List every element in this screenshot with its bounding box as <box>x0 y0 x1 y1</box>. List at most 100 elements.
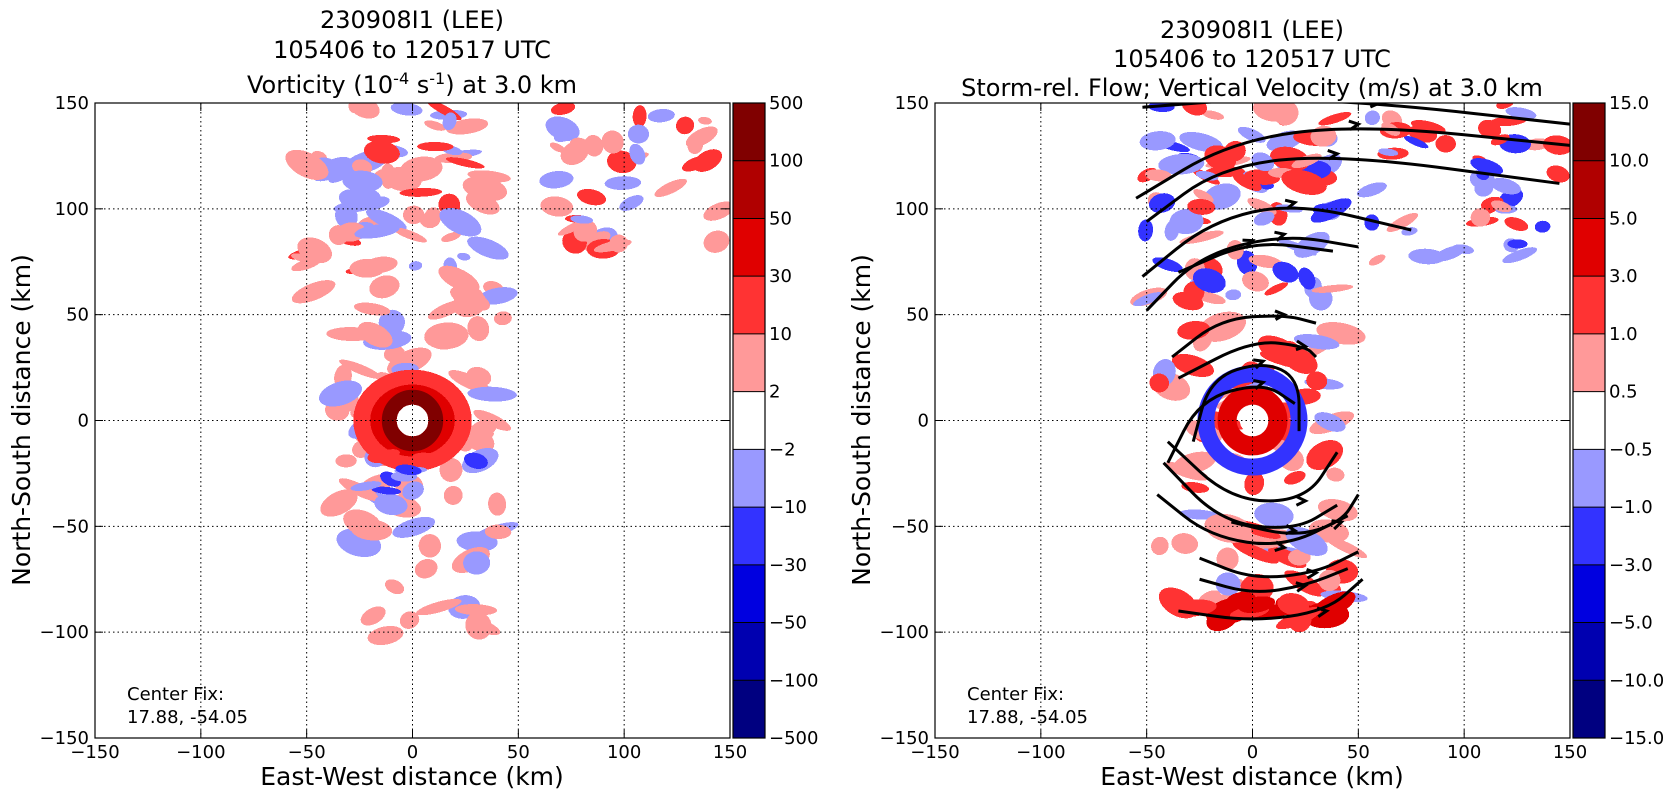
field-patch <box>443 485 463 505</box>
colorbar-tick-label: 0.5 <box>1609 382 1638 403</box>
field-patch <box>1171 353 1215 378</box>
field-patch <box>1504 217 1529 231</box>
colorbar-swatch <box>1573 276 1605 335</box>
vorticity-y-tick-label: 100 <box>55 199 89 220</box>
colorbar-tick-label: −50 <box>769 613 807 634</box>
colorbar-swatch <box>1573 622 1605 681</box>
colorbar-swatch <box>733 622 765 681</box>
field-patch <box>438 265 480 293</box>
field-ring <box>381 389 444 452</box>
field-patch <box>1546 165 1570 183</box>
vv-x-tick-label: 150 <box>1553 742 1587 763</box>
colorbar-swatch <box>1573 218 1605 277</box>
field-patch <box>454 604 498 616</box>
field-patch <box>441 231 461 243</box>
vv-y-tick-label: −100 <box>880 622 929 643</box>
field-patch <box>569 137 591 155</box>
field-patch <box>1277 593 1310 616</box>
field-patch <box>629 143 646 165</box>
vv-y-tick-label: −150 <box>880 728 929 749</box>
field-patch <box>1272 261 1299 283</box>
colorbar-tick-label: 2 <box>769 382 780 403</box>
field-patch <box>1133 292 1163 307</box>
field-patch <box>627 124 650 144</box>
field-patch <box>358 321 393 348</box>
colorbar-tick-label: −100 <box>769 670 818 691</box>
field-patch <box>1314 412 1346 432</box>
colorbar-tick-label: 10 <box>769 324 792 345</box>
colorbar-swatch <box>733 564 765 624</box>
field-patch <box>1368 254 1386 266</box>
field-patch <box>1164 220 1180 241</box>
vorticity-y-tick-label: 50 <box>66 305 89 326</box>
field-patch <box>1244 471 1265 496</box>
colorbar-tick-label: 1.0 <box>1609 324 1638 345</box>
field-patch <box>693 149 723 172</box>
field-patch <box>1148 193 1176 213</box>
streamline <box>1178 577 1364 621</box>
vv-x-tick-label: 100 <box>1447 742 1481 763</box>
field-patch <box>399 611 420 629</box>
vorticity-x-axis-label: East-West distance (km) <box>260 762 564 791</box>
field-patch <box>1378 148 1399 156</box>
field-patch <box>463 551 491 575</box>
colorbar-swatch <box>1573 391 1605 450</box>
field-patch <box>539 170 574 189</box>
colorbar-swatch <box>1573 333 1605 393</box>
field-patch <box>291 280 336 304</box>
field-patch <box>1232 541 1279 564</box>
vorticity-x-tick-label: 0 <box>407 742 418 763</box>
streamline-arrow <box>1348 119 1362 131</box>
colorbar-tick-label: 3.0 <box>1609 266 1638 287</box>
field-patch <box>1149 373 1170 393</box>
field-patch <box>395 464 422 476</box>
field-patch <box>1172 291 1204 311</box>
colorbar-swatch <box>733 333 765 393</box>
colorbar-swatch <box>1573 449 1605 508</box>
field-patch <box>1273 103 1299 126</box>
field-patch <box>399 156 443 182</box>
field-patch <box>607 150 637 174</box>
field-patch <box>619 195 644 211</box>
streamline-arrow <box>1295 339 1309 352</box>
streamline-arrow <box>1242 238 1256 250</box>
streamline-arrow <box>1331 519 1345 531</box>
field-patch <box>1410 120 1446 134</box>
field-patch <box>493 311 512 326</box>
field-patch <box>698 116 712 125</box>
field-patch <box>414 558 438 579</box>
vorticity-field <box>285 103 730 646</box>
colorbar-frame <box>1572 102 1606 739</box>
field-patch <box>1232 173 1262 191</box>
field-patch <box>1239 407 1266 434</box>
vv-x-tick-label: 0 <box>1247 742 1258 763</box>
streamline <box>1166 385 1297 464</box>
vv-ticks: −150 −100 −50 0 50 100 150 150 100 50 0 −50 −100 −150 <box>880 93 1588 763</box>
streamline <box>1177 243 1334 274</box>
field-patch <box>1216 547 1239 571</box>
vorticity-title-line-3: Vorticity (10-4 s-1) at 3.0 km <box>247 69 577 99</box>
field-patch <box>540 196 574 217</box>
field-patch <box>488 492 507 516</box>
colorbar-frame <box>732 102 766 739</box>
field-patch <box>361 196 390 210</box>
field-patch <box>350 481 382 491</box>
field-patch <box>1202 110 1225 120</box>
field-patch <box>320 489 358 517</box>
field-patch <box>1306 371 1328 391</box>
colorbar-tick-label: −500 <box>769 728 818 749</box>
field-patch <box>545 116 580 141</box>
field-patch <box>350 519 393 541</box>
vorticity-title-line-2: 105406 to 120517 UTC <box>273 36 551 64</box>
vorticity-x-tick-label: 100 <box>607 742 641 763</box>
field-patch <box>1474 178 1494 197</box>
streamline <box>1199 567 1349 593</box>
field-patch <box>369 275 400 299</box>
colorbar-tick-label: −10.0 <box>1609 670 1664 691</box>
field-patch <box>416 598 462 616</box>
field-patch <box>549 142 566 153</box>
field-patch <box>1139 131 1176 151</box>
field-patch <box>647 108 675 123</box>
field-patch <box>291 253 314 263</box>
streamline <box>1142 103 1570 126</box>
